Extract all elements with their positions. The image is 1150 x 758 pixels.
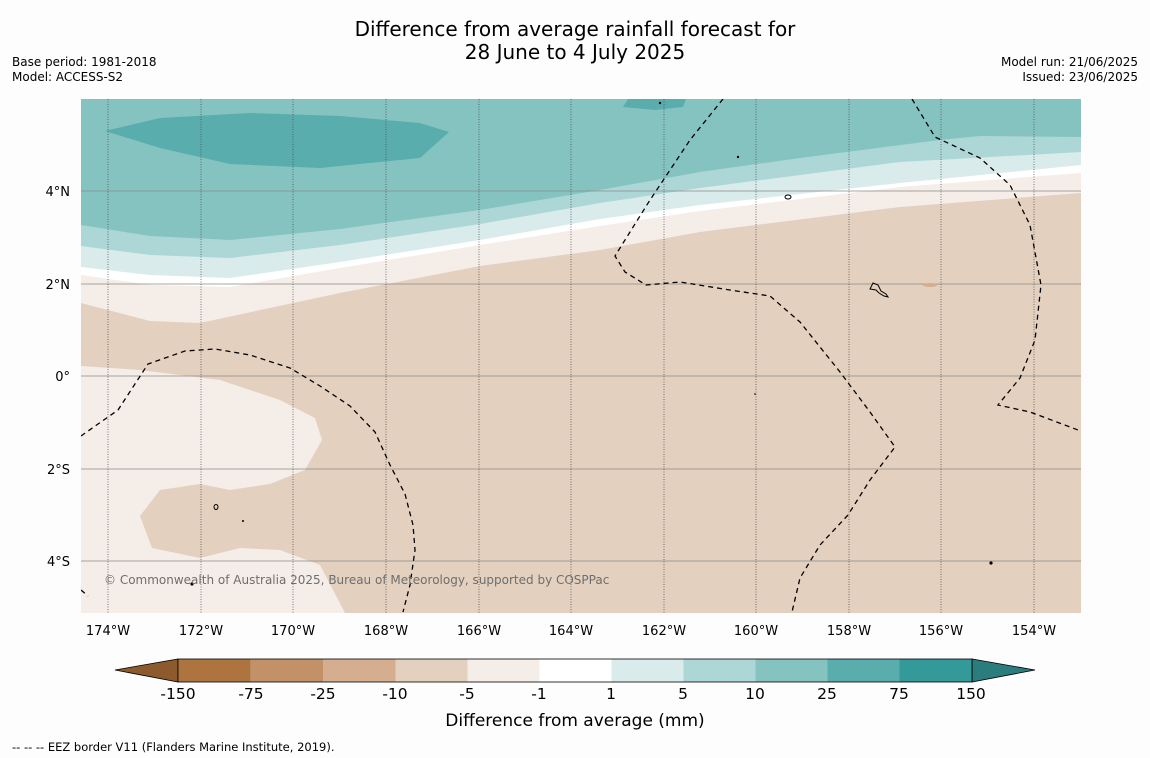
lon-label: 156°W xyxy=(919,624,963,639)
right-info: Model run: 21/06/2025 Issued: 23/06/2025 xyxy=(1001,55,1138,85)
base-period: Base period: 1981-2018 xyxy=(12,55,157,69)
colorbar-min-arrow xyxy=(114,658,179,683)
lon-label: 160°W xyxy=(734,624,778,639)
lon-label: 166°W xyxy=(457,624,501,639)
small-island-icon xyxy=(213,504,219,510)
colorbar-tick: -10 xyxy=(382,685,407,703)
colorbar-tick: -25 xyxy=(310,685,335,703)
longitude-gridlines xyxy=(107,99,1035,613)
eez-border-line-islands xyxy=(614,99,896,613)
colorbar-swatch xyxy=(755,659,828,682)
latitude-labels: 4°N 2°N 0° 2°S 4°S xyxy=(46,185,71,570)
kiritimati-island-icon xyxy=(869,282,890,298)
title-line-1: Difference from average rainfall forecas… xyxy=(354,17,796,41)
colorbar-tick: 1 xyxy=(606,685,616,703)
map-area: © Commonwealth of Australia 2025, Bureau… xyxy=(81,99,1081,613)
lon-label: 158°W xyxy=(827,624,871,639)
contour-band-25-to-75 xyxy=(105,113,449,168)
lon-label: 168°W xyxy=(364,624,408,639)
eez-border-east xyxy=(911,99,1079,431)
title-line-2: 28 June to 4 July 2025 xyxy=(464,40,686,64)
lon-label: 162°W xyxy=(642,624,686,639)
lon-label: 174°W xyxy=(86,624,130,639)
eez-border-kiribati-west xyxy=(81,348,416,613)
islands xyxy=(213,194,890,510)
eez-borders xyxy=(81,99,1079,613)
colorbar-swatch xyxy=(827,659,900,682)
lat-label: 2°S xyxy=(47,463,70,478)
longitude-labels: 174°W 172°W 170°W 168°W 166°W 164°W 162°… xyxy=(86,624,1056,639)
colorbar-swatch xyxy=(467,659,540,682)
lat-label: 4°N xyxy=(46,185,71,200)
lon-label: 172°W xyxy=(179,624,223,639)
left-info: Base period: 1981-2018 Model: ACCESS-S2 xyxy=(12,55,157,85)
colorbar-swatch xyxy=(611,659,684,682)
model-run: Model run: 21/06/2025 xyxy=(1000,55,1138,69)
lat-label: 4°S xyxy=(47,555,70,570)
lat-label: 0° xyxy=(55,370,70,385)
colorbar-tick: -150 xyxy=(160,685,195,703)
lon-label: 164°W xyxy=(549,624,593,639)
colorbar-swatch xyxy=(323,659,396,682)
contour-blob-top xyxy=(623,99,686,110)
colorbar-outline xyxy=(177,658,973,683)
colorbar-tick: 150 xyxy=(956,685,986,703)
lat-label: 2°N xyxy=(46,278,71,293)
colorbar-title: Difference from average (mm) xyxy=(445,711,704,731)
colorbar-tick: 5 xyxy=(678,685,688,703)
eez-footnote: -- -- -- EEZ border V11 (Flanders Marine… xyxy=(12,740,335,754)
colorbar-tick: 25 xyxy=(817,685,837,703)
model-name: Model: ACCESS-S2 xyxy=(12,70,124,84)
colorbar-tick: 10 xyxy=(745,685,765,703)
chart-title: Difference from average rainfall forecas… xyxy=(0,18,1150,64)
latitude-gridlines xyxy=(81,190,1081,562)
colorbar-swatch xyxy=(539,659,612,682)
copyright-text: © Commonwealth of Australia 2025, Bureau… xyxy=(104,573,609,587)
colorbar-swatch xyxy=(899,659,972,682)
contour-band-south-west-light xyxy=(81,366,345,613)
colorbar-tick: -1 xyxy=(531,685,546,703)
lon-label: 154°W xyxy=(1012,624,1056,639)
colorbar-tick: -5 xyxy=(459,685,474,703)
colorbar-tick: -75 xyxy=(238,685,263,703)
dry-spot xyxy=(923,283,937,287)
colorbar-swatch xyxy=(395,659,468,682)
colorbar-swatch xyxy=(250,659,323,682)
lon-label: 170°W xyxy=(271,624,315,639)
colorbar-ticks: -150 -75 -25 -10 -5 -1 1 5 10 25 75 150 xyxy=(160,685,985,703)
colorbar-swatch xyxy=(178,659,251,682)
colorbar-swatch xyxy=(683,659,756,682)
issued-date: Issued: 23/06/2025 xyxy=(1022,70,1138,84)
colorbar: -150 -75 -25 -10 -5 -1 1 5 10 25 75 150 … xyxy=(114,658,1036,731)
colorbar-tick: 75 xyxy=(889,685,909,703)
eez-border-sw-fragment xyxy=(81,589,89,597)
tabuaeran-island-icon xyxy=(784,194,792,200)
tiny-islands xyxy=(190,101,993,586)
colorbar-max-arrow xyxy=(971,658,1036,683)
